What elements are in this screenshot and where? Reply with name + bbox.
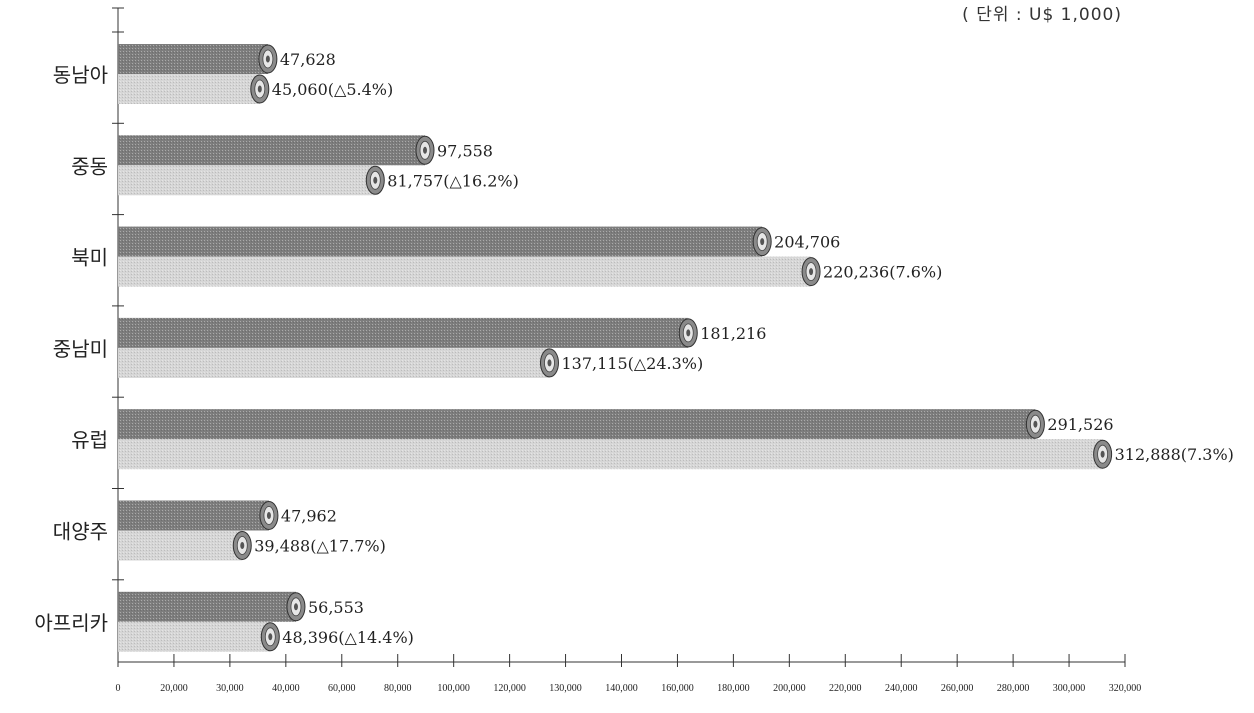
bar-texture bbox=[118, 317, 689, 348]
category-label: 유럽 bbox=[71, 428, 108, 452]
data-label: 137,115(△24.3%) bbox=[561, 354, 703, 373]
x-tick-label: 240,000 bbox=[885, 683, 918, 694]
data-label: 47,628 bbox=[280, 50, 336, 69]
bar-cap bbox=[258, 44, 278, 74]
bar-texture bbox=[118, 591, 296, 622]
data-label: 48,396(△14.4%) bbox=[282, 628, 414, 647]
bar-cap bbox=[365, 165, 385, 195]
data-label: 220,236(7.6%) bbox=[823, 263, 942, 282]
data-label: 97,558 bbox=[437, 141, 493, 160]
x-tick-label: 160,000 bbox=[661, 683, 694, 694]
bar-cap-hub bbox=[547, 359, 552, 367]
data-label: 45,060(△5.4%) bbox=[272, 80, 393, 99]
bar-cap bbox=[250, 74, 270, 104]
bar-cap bbox=[232, 531, 252, 560]
bar-cap bbox=[1093, 439, 1113, 469]
x-tick-label: 60,000 bbox=[328, 683, 356, 694]
bar-texture bbox=[118, 530, 243, 561]
x-tick-label: 320,000 bbox=[1109, 683, 1142, 694]
x-tick-label: 280,000 bbox=[997, 683, 1030, 694]
bar-cap-hub bbox=[1100, 450, 1105, 458]
bar-texture bbox=[118, 226, 763, 257]
bar-texture bbox=[118, 347, 550, 378]
bar-cap bbox=[752, 227, 772, 257]
x-tick-label: 140,000 bbox=[605, 683, 638, 694]
bar-texture bbox=[118, 135, 426, 166]
bar-texture bbox=[118, 439, 1103, 470]
bar-cap-hub bbox=[809, 268, 814, 276]
x-tick-label: 20,000 bbox=[160, 683, 188, 694]
bar-cap-hub bbox=[266, 512, 271, 519]
data-label: 312,888(7.3%) bbox=[1115, 445, 1234, 464]
bar-texture bbox=[118, 165, 376, 196]
bar-cap bbox=[415, 135, 435, 165]
bar-texture bbox=[118, 44, 268, 74]
bar-cap bbox=[678, 318, 698, 348]
bar-cap bbox=[539, 348, 559, 378]
x-tick-label: 220,000 bbox=[829, 683, 862, 694]
bar-cap-hub bbox=[760, 238, 765, 246]
bar-cap-hub bbox=[373, 176, 378, 184]
bar-cap-hub bbox=[257, 85, 262, 93]
data-label: 39,488(△17.7%) bbox=[254, 537, 386, 556]
bar-cap bbox=[286, 592, 306, 622]
category-label: 중남미 bbox=[53, 337, 108, 361]
data-label: 81,757(△16.2%) bbox=[387, 171, 519, 190]
x-tick-label: 30,000 bbox=[216, 683, 244, 694]
bar-cap-hub bbox=[268, 633, 273, 641]
category-label: 아프리카 bbox=[34, 611, 108, 635]
bar-cap bbox=[801, 257, 821, 287]
bar-texture bbox=[118, 500, 269, 531]
bar-cap-hub bbox=[1033, 420, 1038, 428]
data-label: 181,216 bbox=[700, 324, 766, 343]
chart-labels: 0 20,000 30,000 40,000 60,000 80,000 100,000 12… bbox=[34, 50, 1234, 694]
category-label: 북미 bbox=[71, 246, 108, 270]
x-tick-label: 120,000 bbox=[493, 683, 526, 694]
x-tick-label: 40,000 bbox=[272, 683, 300, 694]
bar-texture bbox=[118, 256, 812, 287]
category-label: 대양주 bbox=[53, 520, 108, 544]
bar-texture bbox=[118, 74, 260, 104]
x-tick-label: 0 bbox=[116, 683, 121, 694]
category-label: 동남아 bbox=[53, 63, 108, 87]
data-label: 204,706 bbox=[774, 233, 840, 252]
bar-cap-hub bbox=[265, 55, 270, 63]
bar-cap bbox=[1025, 409, 1045, 439]
x-tick-label: 180,000 bbox=[717, 683, 750, 694]
unit-note: ( 단위 : U$ 1,000) bbox=[962, 5, 1122, 25]
data-label: 291,526 bbox=[1047, 415, 1113, 434]
chart-bars bbox=[118, 44, 1113, 652]
x-tick-label: 80,000 bbox=[384, 683, 412, 694]
x-tick-label: 260,000 bbox=[941, 683, 974, 694]
bar-cap-hub bbox=[293, 603, 298, 611]
bar-cap-hub bbox=[240, 542, 245, 549]
bar-cap-hub bbox=[423, 146, 428, 154]
category-label: 중동 bbox=[71, 154, 108, 178]
bar-texture bbox=[118, 409, 1036, 440]
bar-cap bbox=[260, 622, 280, 652]
bar-cap bbox=[259, 501, 279, 530]
x-tick-label: 200,000 bbox=[773, 683, 806, 694]
data-label: 47,962 bbox=[281, 507, 337, 526]
x-tick-label: 300,000 bbox=[1053, 683, 1086, 694]
data-label: 56,553 bbox=[308, 598, 364, 617]
x-tick-label: 130,000 bbox=[549, 683, 582, 694]
bar-cap-hub bbox=[686, 329, 691, 337]
x-tick-label: 100,000 bbox=[437, 683, 470, 694]
bar-texture bbox=[118, 621, 271, 652]
